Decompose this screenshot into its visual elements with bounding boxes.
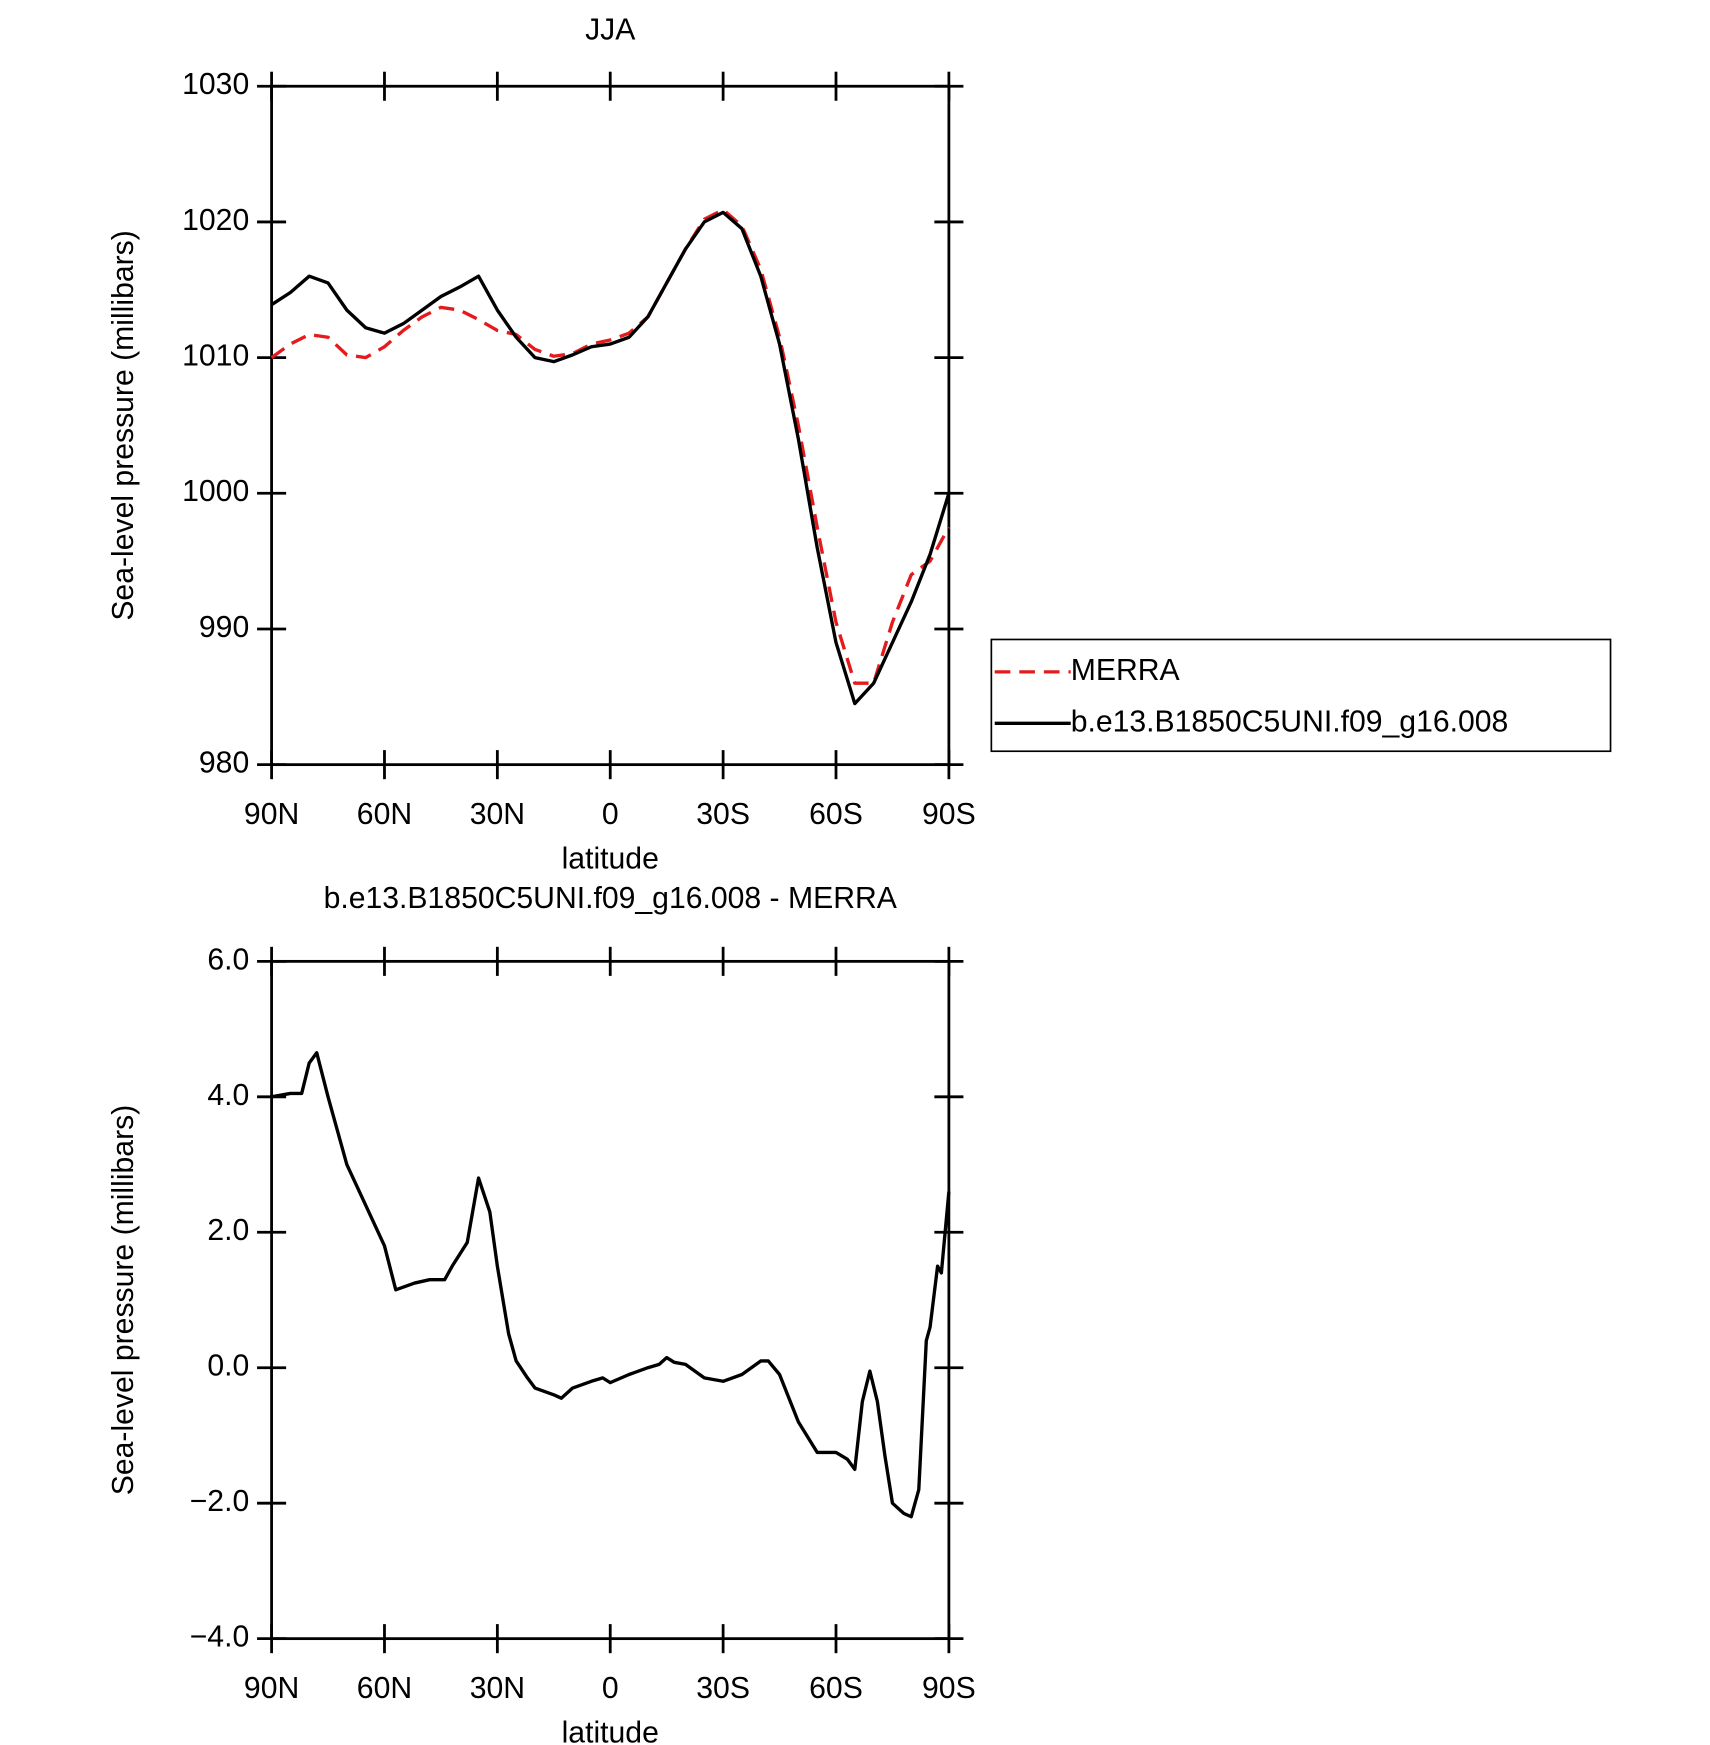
x-tick-label: 90S bbox=[922, 798, 976, 831]
y-tick-label: 4.0 bbox=[207, 1079, 249, 1112]
plot-frame bbox=[270, 959, 951, 1641]
x-tick-label: 90S bbox=[922, 1672, 976, 1705]
data-line bbox=[270, 210, 951, 706]
x-tick-label: 30S bbox=[696, 1672, 750, 1705]
x-tick-label: 0 bbox=[602, 1672, 619, 1705]
data-line bbox=[271, 1051, 951, 1519]
data-line bbox=[270, 208, 951, 685]
x-tick-label: 30N bbox=[470, 798, 525, 831]
x-tick-label: 30N bbox=[470, 1672, 525, 1705]
legend-label: b.e13.B1850C5UNI.f09_g16.008 bbox=[1071, 705, 1509, 738]
y-tick-label: 1010 bbox=[182, 340, 249, 373]
y-tick-label: 1000 bbox=[182, 475, 249, 508]
y-tick-label: 6.0 bbox=[207, 943, 249, 976]
y-tick-label: 980 bbox=[199, 747, 249, 780]
x-tick-label: 30S bbox=[696, 798, 750, 831]
y-tick-label: 0.0 bbox=[207, 1350, 249, 1383]
x-tick-label: 90N bbox=[244, 1672, 299, 1705]
x-tick-label: 60N bbox=[357, 798, 412, 831]
x-tick-label: 60N bbox=[357, 1672, 412, 1705]
chart-title: b.e13.B1850C5UNI.f09_g16.008 - MERRA bbox=[324, 882, 898, 915]
y-tick-label: 1030 bbox=[182, 68, 249, 101]
x-tick-label: 0 bbox=[602, 798, 619, 831]
y-axis-label: Sea-level pressure (millibars) bbox=[107, 1105, 140, 1495]
x-tick-label: 60S bbox=[809, 1672, 863, 1705]
y-tick-label: 1020 bbox=[182, 204, 249, 237]
y-tick-label: 2.0 bbox=[207, 1214, 249, 1247]
legend-label: MERRA bbox=[1071, 654, 1181, 687]
x-axis-label: latitude bbox=[562, 1717, 659, 1745]
x-tick-label: 60S bbox=[809, 798, 863, 831]
legend: MERRA b.e13.B1850C5UNI.f09_g16.008 bbox=[990, 638, 1612, 753]
y-tick-label: −4.0 bbox=[190, 1621, 250, 1654]
x-axis-label: latitude bbox=[562, 843, 659, 876]
y-tick-label: −2.0 bbox=[190, 1485, 250, 1518]
chart-title: JJA bbox=[585, 13, 636, 46]
y-tick-label: 990 bbox=[199, 611, 249, 644]
legend-box bbox=[990, 638, 1612, 753]
x-tick-label: 90N bbox=[244, 798, 299, 831]
y-axis-label: Sea-level pressure (millibars) bbox=[107, 230, 140, 620]
